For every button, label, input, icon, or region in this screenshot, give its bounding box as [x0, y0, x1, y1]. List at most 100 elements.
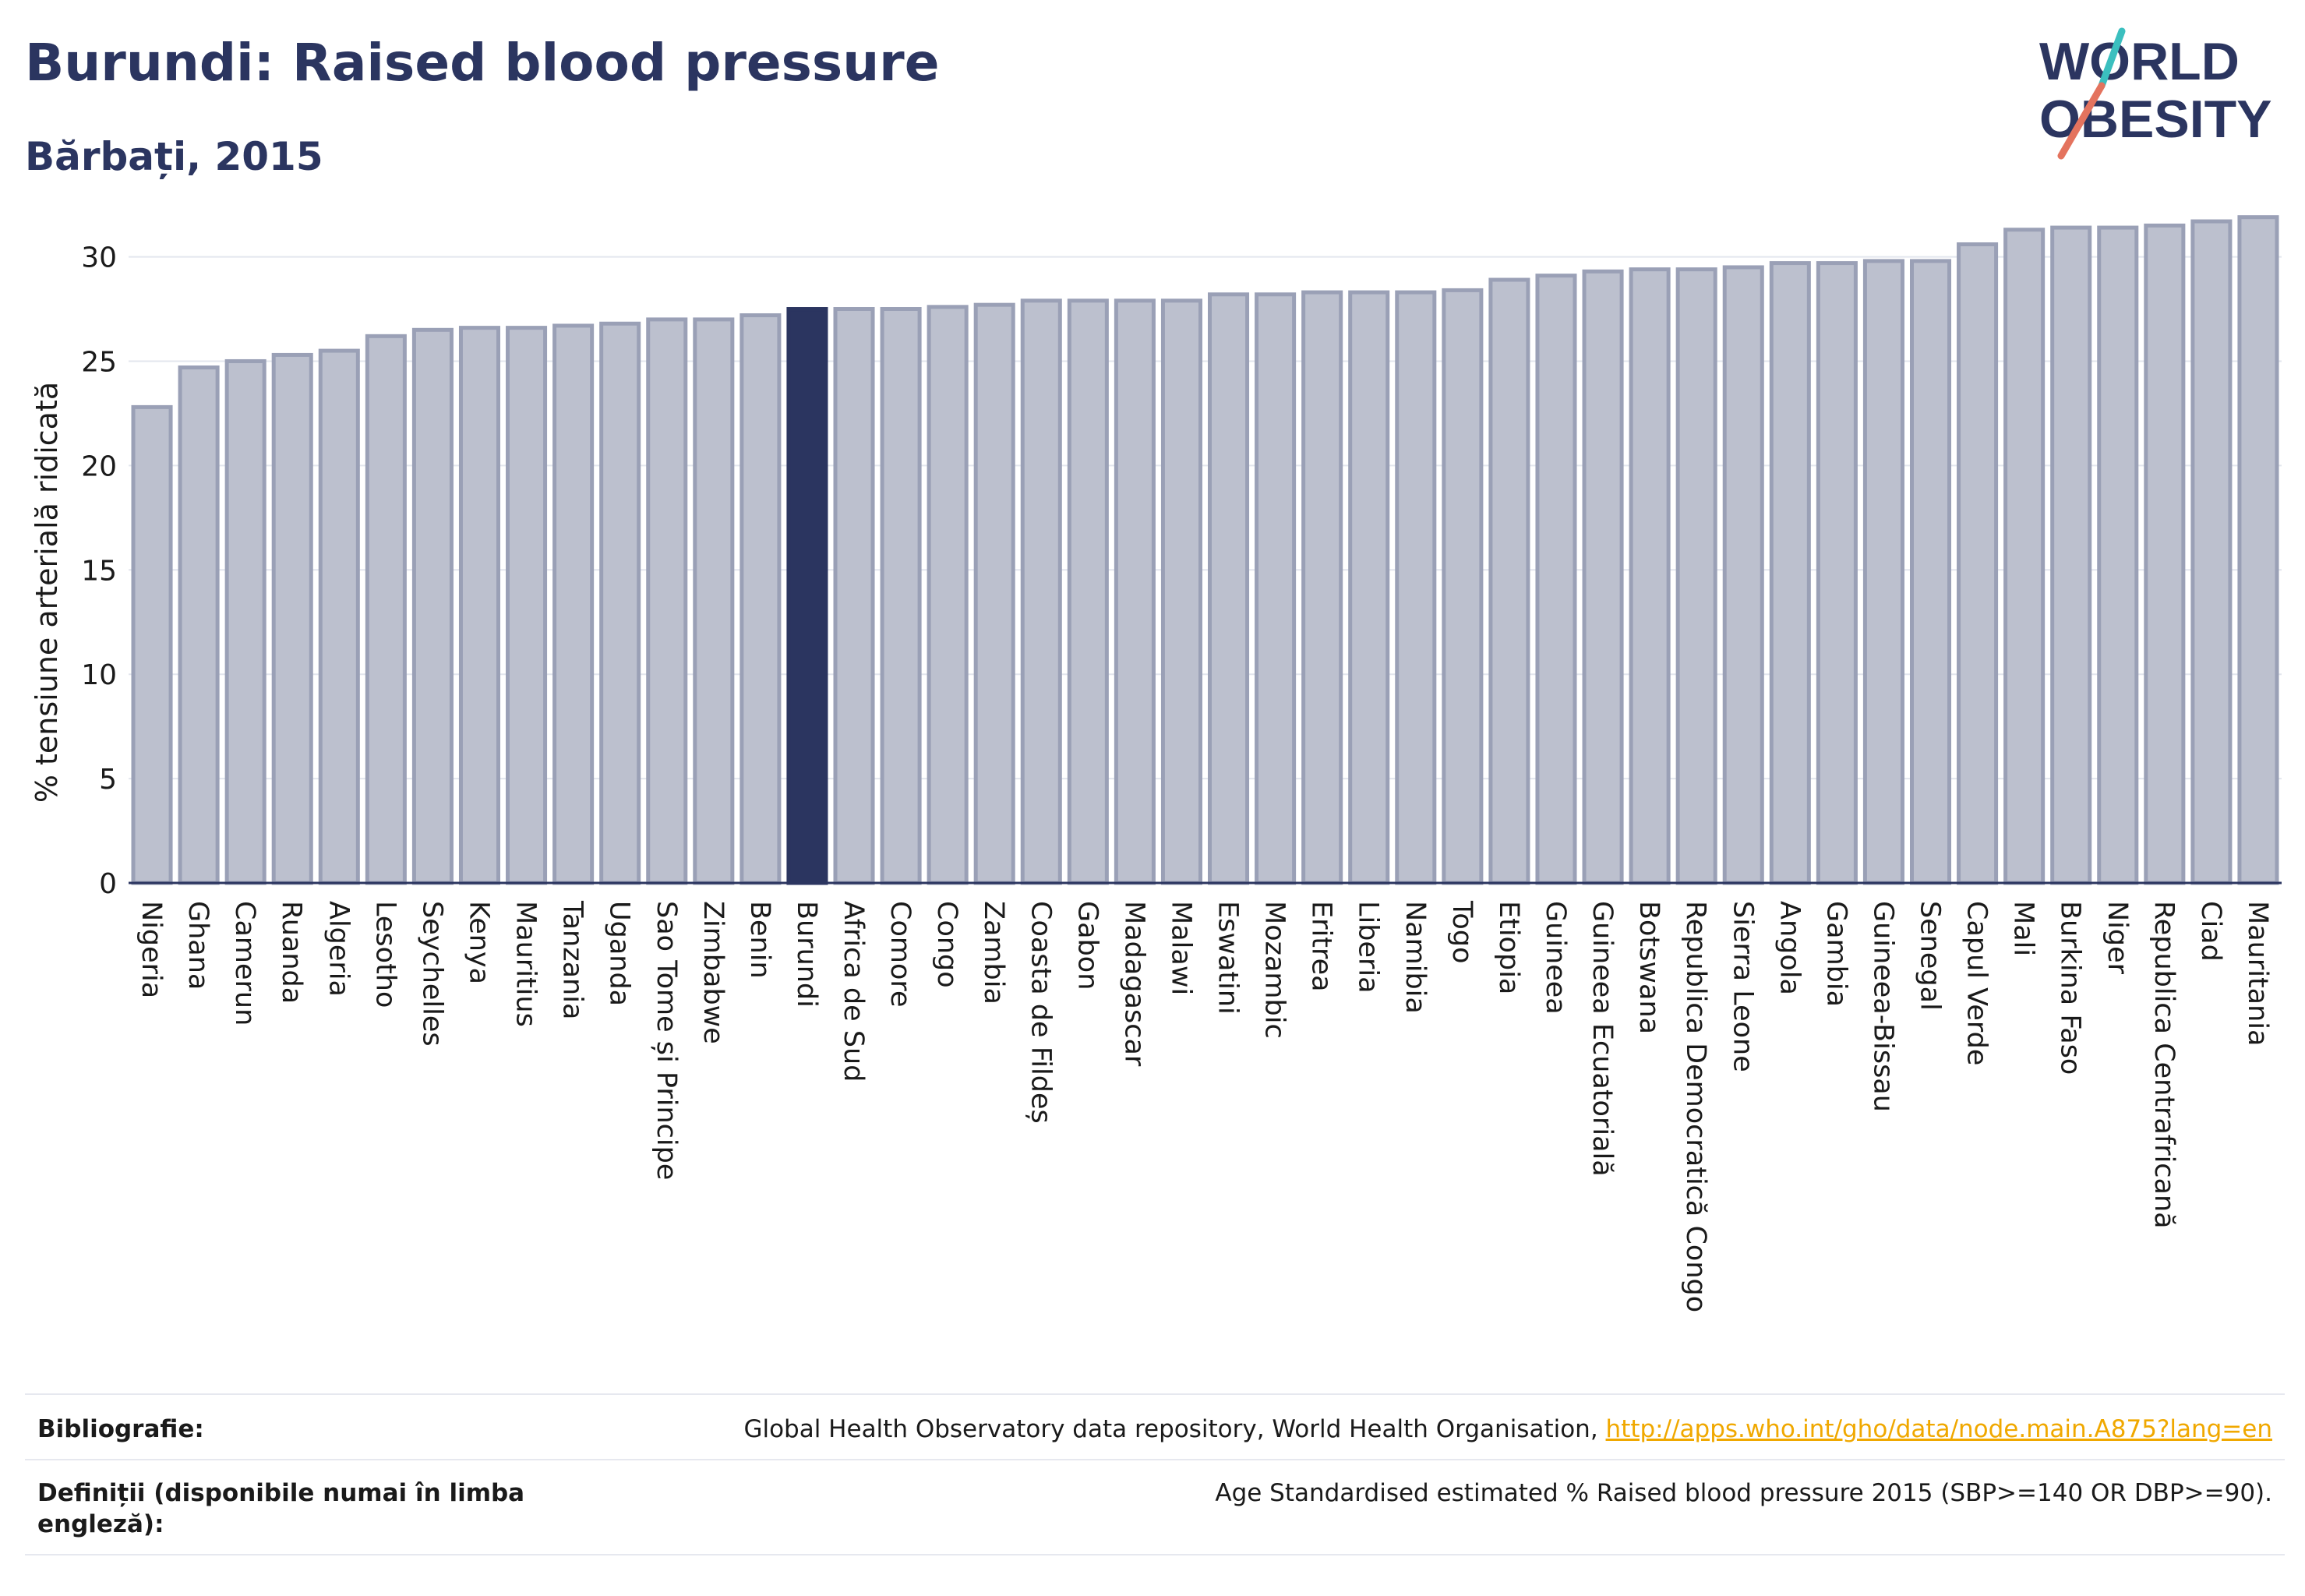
world-obesity-logo: WORLD OBESITY [2039, 27, 2272, 160]
bar [1348, 290, 1390, 885]
x-tick-label: Republica Centrafricană [2148, 901, 2180, 1229]
bar [927, 305, 969, 885]
logo-line2: OBESITY [2039, 90, 2272, 149]
x-tick-label: Coasta de Fildeș [1025, 901, 1056, 1124]
bar [1160, 298, 1202, 885]
x-tick-label: Madagascar [1118, 901, 1149, 1067]
bar [552, 323, 595, 885]
y-tick-label: 0 [99, 868, 117, 900]
x-tick-label: Guineea [1540, 901, 1571, 1015]
x-tick-label: Niger [2102, 901, 2133, 975]
logo-slash-coral [2057, 82, 2106, 160]
x-tick-label: Mali [2008, 901, 2039, 956]
bar [2190, 219, 2233, 885]
bar [2097, 225, 2139, 885]
x-tick-label: Gabon [1071, 901, 1103, 990]
bar [833, 307, 875, 885]
x-tick-label: Nigeria [136, 901, 167, 998]
x-tick-label: Mauritius [510, 901, 542, 1027]
x-tick-label: Etiopia [1493, 901, 1524, 994]
bar [786, 307, 828, 885]
x-tick-label: Guineea Ecuatorială [1587, 901, 1618, 1177]
x-tick-label: Sierra Leone [1727, 901, 1758, 1072]
bar [1114, 298, 1156, 885]
bar [1816, 261, 1858, 885]
x-tick-label: Burkina Faso [2055, 901, 2086, 1075]
bibliography-label: Bibliografie: [37, 1415, 204, 1443]
x-tick-label: Africa de Sud [838, 901, 869, 1082]
bar [318, 348, 360, 885]
x-tick-label: Togo [1446, 900, 1477, 963]
footer-rule-bottom [25, 1554, 2285, 1555]
x-tick-label: Benin [744, 901, 775, 979]
bar [740, 313, 782, 885]
bar [1488, 277, 1530, 885]
x-tick-label: Algeria [323, 901, 354, 997]
bar [411, 327, 454, 885]
x-tick-label: Eritrea [1306, 901, 1337, 992]
x-tick-label: Namibia [1400, 901, 1431, 1014]
bar [1255, 292, 1297, 885]
x-tick-label: Sao Tome și Principe [651, 901, 682, 1180]
bibliography-value: Global Health Observatory data repositor… [743, 1414, 2272, 1445]
footer-rule-middle [25, 1459, 2285, 1460]
chart-title: Burundi: Raised blood pressure [25, 33, 940, 93]
x-tick-label: Republica Democratică Congo [1680, 901, 1711, 1312]
bar [1957, 242, 1999, 885]
bar [1862, 259, 1904, 885]
bar [1535, 274, 1577, 885]
bar [880, 307, 922, 885]
x-tick-label: Guineea-Bissau [1867, 901, 1898, 1112]
bar [1769, 261, 1811, 885]
bar [693, 317, 735, 885]
x-tick-label: Burundi [791, 901, 822, 1008]
x-tick-label: Mozambic [1259, 901, 1290, 1039]
x-tick-label: Lesotho [369, 901, 401, 1008]
bar [1909, 259, 1952, 885]
x-tick-label: Tanzania [557, 900, 588, 1019]
x-tick-label: Liberia [1353, 901, 1384, 994]
definitions-row: Definiții (disponibile numai în limba en… [25, 1478, 2285, 1543]
y-tick-label: 10 [81, 659, 117, 691]
y-tick-label: 30 [81, 242, 117, 274]
y-tick-label: 25 [81, 346, 117, 378]
x-tick-label: Botswana [1633, 901, 1664, 1034]
x-tick-label: Ciad [2195, 901, 2226, 962]
bar [1067, 298, 1109, 885]
bar [131, 404, 173, 885]
bibliography-link[interactable]: http://apps.who.int/gho/data/node.main.A… [1605, 1415, 2272, 1443]
bar [2144, 223, 2186, 885]
x-tick-label: Eswatini [1213, 901, 1244, 1015]
x-tick-label: Zambia [978, 901, 1009, 1005]
bar [178, 365, 220, 885]
bar [2237, 215, 2279, 885]
x-tick-label: Comore [884, 901, 916, 1008]
bar [2003, 228, 2046, 885]
bibliography-row: Bibliografie: Global Health Observatory … [25, 1414, 2285, 1446]
x-tick-label: Senegal [1915, 901, 1946, 1011]
bar [1722, 265, 1764, 885]
bar [1582, 269, 1624, 885]
x-tick-label: Congo [931, 901, 962, 988]
bar [1629, 267, 1671, 885]
y-tick-label: 15 [81, 555, 117, 587]
x-tick-label: Ruanda [276, 901, 307, 1004]
chart-subtitle: Bărbați, 2015 [25, 134, 323, 179]
bar [1395, 290, 1437, 885]
x-tick-label: Mauritania [2242, 901, 2273, 1046]
bar [458, 326, 501, 885]
x-tick-label: Capul Verde [1961, 901, 1993, 1065]
x-tick-label: Seychelles [416, 901, 447, 1047]
bibliography-text: Global Health Observatory data repositor… [743, 1415, 1606, 1443]
bar [224, 358, 267, 885]
bar-chart: 0 5 10 15 20 25 30 Nigeria Ghana Camerun Ruanda Alg… [81, 215, 2282, 1312]
x-tick-label: Angola [1774, 901, 1805, 995]
bar [646, 317, 688, 885]
x-tick-label: Ghana [182, 901, 214, 990]
bar [1208, 292, 1250, 885]
bar [973, 302, 1015, 885]
y-tick-label: 5 [99, 764, 117, 796]
footer-rule-top [25, 1393, 2285, 1395]
y-tick-label: 20 [81, 450, 117, 482]
bar [1020, 298, 1062, 885]
